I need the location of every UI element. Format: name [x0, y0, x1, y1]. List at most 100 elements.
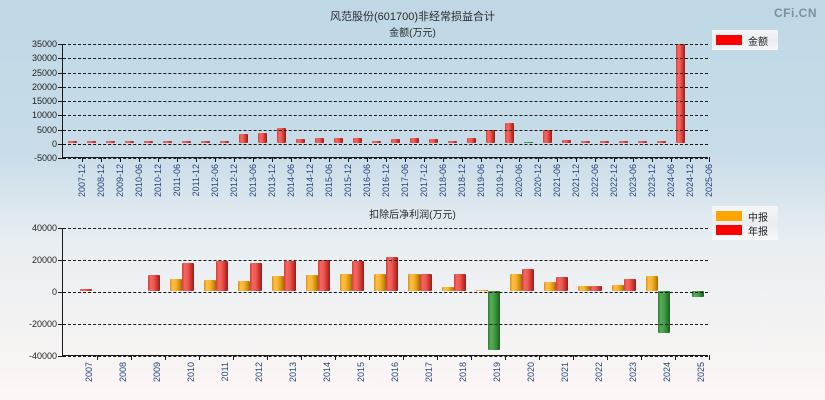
x-axis-tick-label: 2021: [560, 362, 570, 383]
x-tick-mark: [424, 157, 425, 162]
bottom-chart-legend: 中报 年报: [712, 206, 778, 240]
x-tick-mark: [671, 157, 672, 162]
y-axis-tick-label: 30000: [31, 53, 57, 64]
bar-年报-2023: [624, 279, 637, 291]
bar-年报-2009: [148, 275, 161, 291]
x-tick-mark: [139, 157, 140, 162]
legend-swatch-icon: [716, 35, 742, 45]
y-tick-mark: [58, 129, 63, 131]
x-tick-mark: [607, 355, 608, 360]
bar-金额-2016-06: [353, 138, 362, 143]
bar-金额-2017-12: [410, 138, 419, 143]
x-tick-mark: [709, 157, 710, 162]
x-axis-tick-label: 2024-12: [684, 164, 695, 198]
x-tick-mark: [253, 157, 254, 162]
bar-中报-2016: [373, 274, 386, 291]
x-tick-mark: [97, 355, 98, 360]
y-axis-tick-label: -20000: [28, 319, 57, 329]
y-axis-tick-label: 20000: [31, 255, 57, 265]
bar-金额-2023-12: [638, 141, 647, 143]
x-tick-mark: [386, 157, 387, 162]
top-chart-legend: 金额: [712, 30, 778, 50]
legend-swatch-icon: [716, 211, 742, 221]
x-tick-mark: [199, 355, 200, 360]
x-axis-tick-label: 2016-12: [380, 164, 391, 198]
gridline: [63, 129, 708, 131]
bar-金额-2024-06: [657, 141, 666, 143]
x-tick-mark: [633, 157, 634, 162]
x-axis-tick-label: 2018-06: [437, 164, 448, 198]
x-axis-tick-label: 2012-12: [228, 164, 239, 198]
bar-金额-2011-12: [182, 141, 191, 143]
bar-金额-2016-12: [372, 141, 381, 143]
bar-年报-2021: [556, 277, 569, 291]
bar-中报-2019: [475, 289, 488, 291]
gridline: [63, 86, 708, 88]
gridline: [63, 292, 708, 293]
gridline: [63, 115, 708, 117]
top-chart-plot-area: 2007-12 2008-12 2009-12 2010-06 2010-12 2011-…: [32, 39, 714, 197]
y-tick-mark: [58, 292, 63, 293]
x-tick-mark: [538, 157, 539, 162]
y-axis-tick-label: 40000: [31, 223, 57, 233]
x-tick-mark: [82, 157, 83, 162]
x-tick-mark: [709, 355, 710, 360]
x-axis-tick-label: 2022: [594, 362, 604, 383]
y-tick-mark: [58, 115, 63, 117]
y-tick-mark: [58, 228, 63, 229]
legend-bottom-item[interactable]: 年报: [716, 223, 768, 238]
bottom-chart-plot-area: 2007 2008 2009 2010 2011 2012 2013 2014 2015 2016…: [29, 223, 710, 382]
bar-年报-2024: [658, 291, 671, 333]
y-axis-tick-label: 35000: [31, 39, 57, 49]
x-axis-tick-label: 2015-12: [342, 164, 353, 198]
gridline: [63, 260, 708, 261]
bar-金额-2019-06: [467, 138, 476, 143]
x-tick-mark: [462, 157, 463, 162]
x-axis-tick-label: 2017: [424, 362, 434, 383]
bar-年报-2012: [250, 262, 263, 291]
x-tick-mark: [369, 355, 370, 360]
gridline: [63, 356, 708, 357]
bar-年报-2025: [692, 291, 705, 297]
bar-年报-2017: [420, 274, 433, 291]
x-axis-tick-label: 2008: [118, 362, 128, 383]
bar-年报-2020: [522, 268, 535, 291]
gridline: [63, 228, 708, 229]
x-axis-tick-label: 2014-06: [285, 164, 296, 198]
x-tick-mark: [310, 157, 311, 162]
top-chart-axis-label: 金额(万元): [389, 28, 436, 39]
bar-金额-2015-12: [334, 137, 343, 143]
legend-bottom-item[interactable]: 中报: [716, 209, 768, 224]
x-axis-tick-label: 2012: [254, 362, 264, 383]
x-axis-tick-label: 2025: [696, 362, 706, 383]
y-tick-mark: [58, 58, 63, 60]
legend-top-item[interactable]: 金额: [716, 33, 768, 48]
x-tick-mark: [443, 157, 444, 162]
gridline: [63, 158, 708, 159]
bar-年报-2019: [488, 291, 501, 350]
bar-中报-2013: [271, 276, 284, 291]
bar-中报-2023: [611, 284, 624, 291]
x-tick-mark: [233, 355, 234, 360]
x-tick-mark: [272, 157, 273, 162]
x-axis-tick-label: 2022-06: [589, 164, 600, 198]
x-axis-tick-label: 2019-12: [494, 164, 505, 198]
watermark: CFi.CN: [774, 6, 817, 20]
x-axis-tick-label: 2014: [322, 362, 332, 383]
bar-中报-2024: [645, 275, 658, 291]
x-tick-mark: [557, 157, 558, 162]
x-tick-mark: [215, 157, 216, 162]
y-tick-mark: [58, 72, 63, 74]
bar-年报-2007: [80, 289, 93, 291]
bar-金额-2013-06: [239, 133, 248, 143]
bar-中报-2015: [339, 273, 352, 291]
bar-年报-2011: [216, 260, 229, 291]
x-tick-mark: [301, 355, 302, 360]
bottom-chart-bars: [63, 228, 708, 355]
y-tick-mark: [58, 356, 63, 357]
y-tick-mark: [58, 260, 63, 261]
y-tick-mark: [58, 324, 63, 325]
bar-中报-2014: [305, 275, 318, 291]
x-axis-tick-label: 2008-12: [95, 164, 106, 198]
top-chart-bars: [63, 44, 708, 157]
